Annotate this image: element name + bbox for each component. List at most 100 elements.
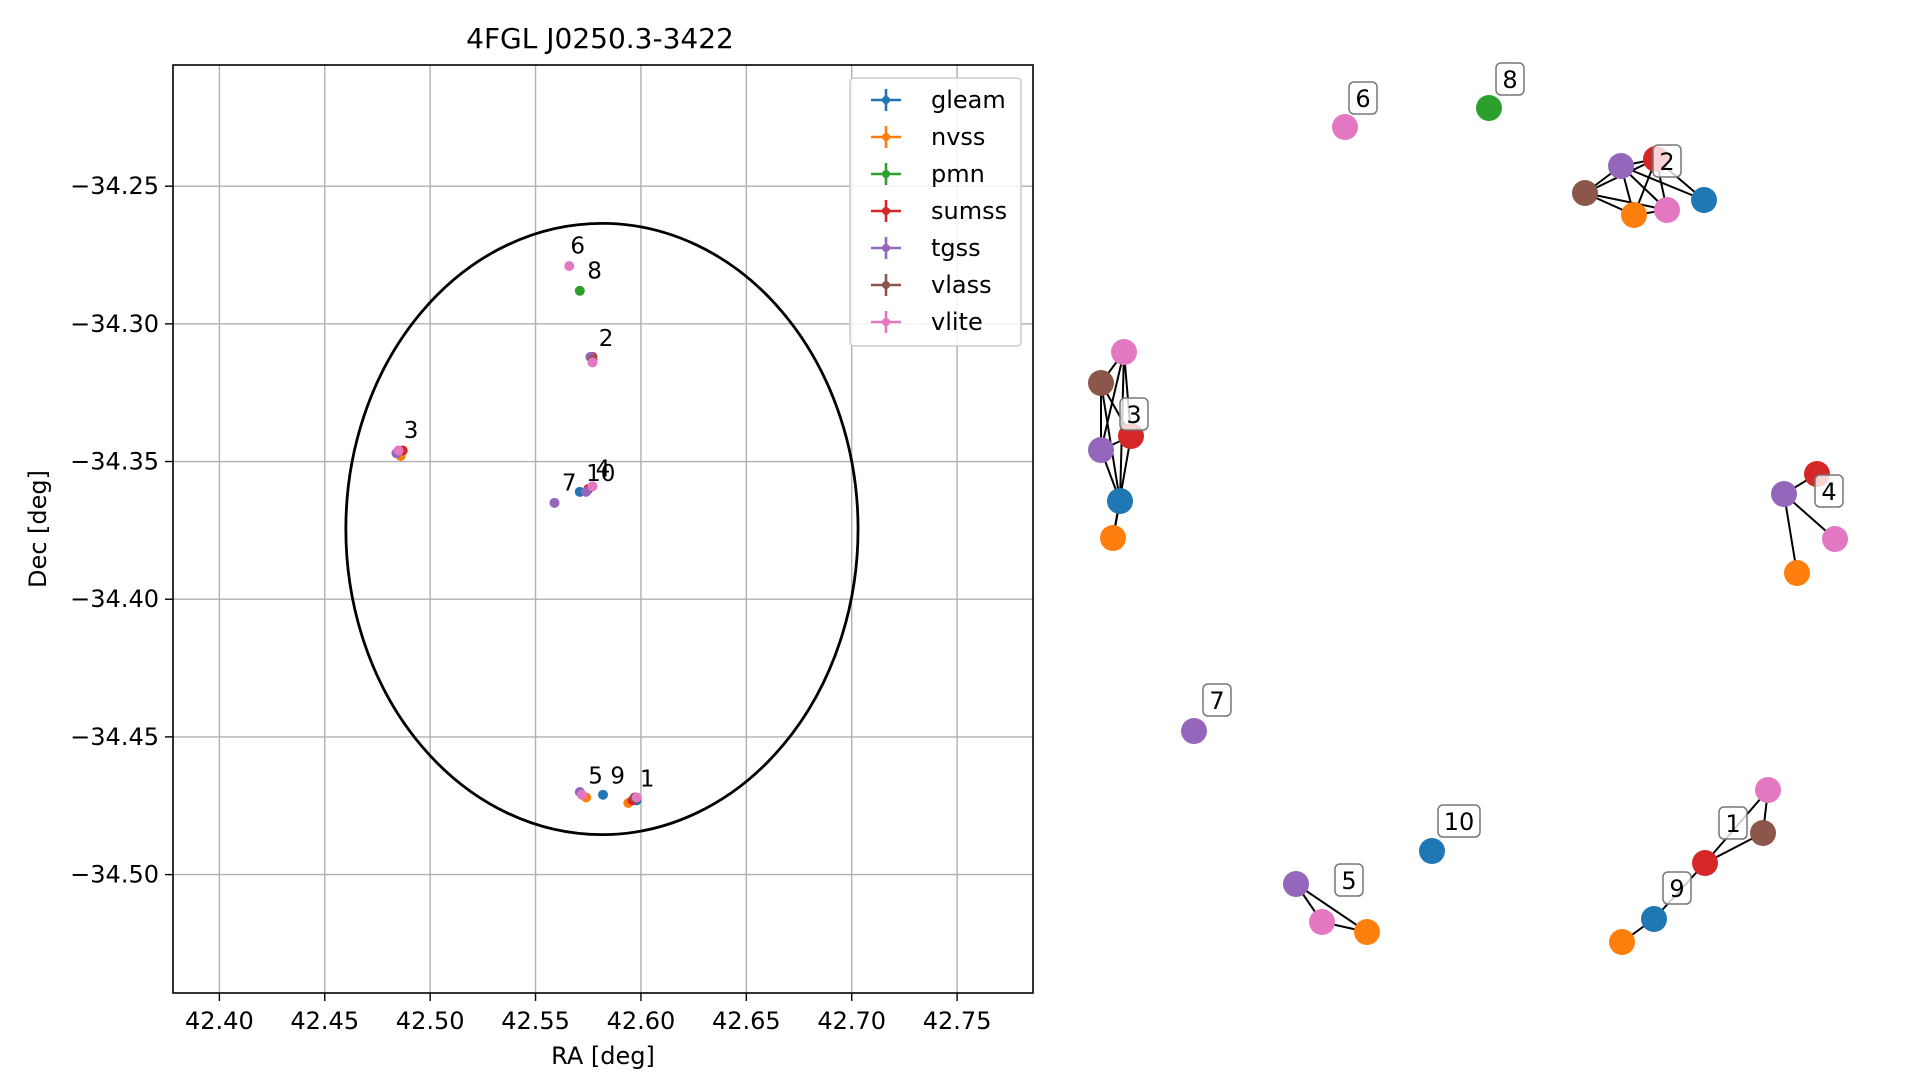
x-tick-label: 42.65 — [712, 1007, 781, 1035]
legend-label-tgss: tgss — [931, 234, 981, 262]
graph-label-text: 3 — [1126, 401, 1141, 429]
y-tick-label: −34.35 — [70, 448, 159, 476]
graph-node — [1692, 850, 1718, 876]
graph-label-box — [1437, 804, 1481, 838]
graph-label-text: 9 — [1669, 875, 1684, 903]
x-tick-label: 42.70 — [817, 1007, 886, 1035]
legend-marker-dot — [882, 96, 890, 104]
legend-marker-dot — [882, 318, 890, 326]
graph-cluster-labels: 6 8 2 3 4 7 10 5 1 9 — [1119, 62, 1844, 905]
scatter-points — [391, 261, 642, 808]
graph-node — [1332, 114, 1358, 140]
uncertainty-ellipse-path — [344, 221, 860, 837]
graph-edge — [1584, 192, 1668, 211]
graph-edge — [1100, 351, 1125, 451]
graph-label-box — [1718, 806, 1748, 840]
graph-label-box — [1348, 81, 1378, 115]
graph-label-box — [1119, 397, 1149, 431]
graph-node — [1750, 820, 1776, 846]
scatter-point-vlite — [631, 792, 642, 803]
y-tick-label: −34.50 — [70, 861, 159, 889]
x-tick-label: 42.45 — [290, 1007, 359, 1035]
legend-label-gleam: gleam — [931, 86, 1006, 114]
x-tick-label: 42.50 — [396, 1007, 465, 1035]
x-tick-label: 42.40 — [185, 1007, 254, 1035]
point-annotation: 8 — [587, 258, 602, 284]
graph-label-box — [1662, 871, 1692, 905]
graph-node — [1609, 929, 1635, 955]
graph-node — [1654, 197, 1680, 223]
grid-lines — [173, 65, 1033, 993]
point-annotation: 3 — [404, 418, 419, 444]
graph-label-text: 4 — [1821, 478, 1836, 506]
graph-node — [1572, 180, 1598, 206]
legend-marker-dot — [882, 207, 890, 215]
y-axis-ticks: −34.25 −34.30 −34.35 −34.40 −34.45 −34.50 — [70, 172, 173, 889]
graph-node — [1691, 187, 1717, 213]
legend-marker-dot — [882, 133, 890, 141]
graph-node — [1309, 909, 1335, 935]
point-annotation: 5 — [588, 764, 603, 790]
graph-label-box — [1334, 863, 1364, 897]
y-tick-label: −34.30 — [70, 310, 159, 338]
graph-node — [1107, 488, 1133, 514]
x-axis-ticks: 42.40 42.45 42.50 42.55 42.60 42.65 42.70 42.75 — [185, 993, 991, 1035]
graph-label-text: 6 — [1355, 85, 1370, 113]
scatter-point-vlite — [576, 789, 587, 800]
scatter-point-tgss — [549, 497, 560, 508]
graph-label-box — [1814, 474, 1844, 508]
legend-label-sumss: sumss — [931, 197, 1007, 225]
point-annotation: 2 — [599, 326, 614, 352]
scatter-point-gleam — [598, 789, 608, 800]
graph-node — [1181, 718, 1207, 744]
uncertainty-ellipse — [344, 221, 860, 837]
legend-marker-dot — [882, 244, 890, 252]
graph-label-text: 10 — [1444, 808, 1475, 836]
legend-marker-dot — [882, 170, 890, 178]
legend-marker-dot — [882, 281, 890, 289]
scatter-point-vlite — [564, 261, 575, 272]
graph-node — [1111, 339, 1137, 365]
y-axis-label: Dec [deg] — [24, 470, 52, 588]
legend-label-nvss: nvss — [931, 123, 985, 151]
point-annotation: 6 — [570, 234, 585, 260]
legend: gleam nvss pmn sumss tgss vlass vlite — [849, 77, 1022, 347]
scatter-point-vlite — [393, 445, 404, 456]
x-axis-label: RA [deg] — [551, 1042, 655, 1070]
point-annotation: 9 — [610, 764, 625, 790]
legend-label-vlass: vlass — [931, 271, 992, 299]
graph-node — [1088, 437, 1114, 463]
point-annotations: 68 2 3 7 104 5 9 1 — [404, 234, 655, 793]
legend-entries: gleam nvss pmn sumss tgss vlass vlite — [871, 86, 1007, 336]
point-annotation: 10 — [586, 461, 615, 487]
legend-label-pmn: pmn — [931, 160, 985, 188]
scatter-point-vlite — [587, 357, 598, 368]
graph-edge — [1295, 883, 1368, 933]
x-tick-label: 42.60 — [607, 1007, 676, 1035]
graph-label-box — [1495, 62, 1525, 96]
graph-node — [1641, 906, 1667, 932]
graph-label-box — [1202, 683, 1232, 717]
y-tick-label: −34.40 — [70, 585, 159, 613]
graph-node — [1354, 919, 1380, 945]
x-tick-label: 42.75 — [923, 1007, 992, 1035]
point-annotation: 4 — [596, 457, 611, 483]
graph-label-text: 7 — [1209, 687, 1224, 715]
graph-node — [1771, 481, 1797, 507]
graph-node — [1100, 525, 1126, 551]
graph-label-text: 1 — [1725, 810, 1740, 838]
graph-node — [1476, 95, 1502, 121]
graph-node — [1088, 370, 1114, 396]
point-annotation: 1 — [640, 766, 655, 792]
x-tick-label: 42.55 — [501, 1007, 570, 1035]
chart-title: 4FGL J0250.3-3422 — [466, 22, 734, 55]
legend-label-vlite: vlite — [931, 308, 983, 336]
match-graph-panel: 6 8 2 3 4 7 10 5 1 9 — [1088, 62, 1848, 955]
graph-node — [1755, 777, 1781, 803]
y-tick-label: −34.45 — [70, 723, 159, 751]
graph-node — [1784, 560, 1810, 586]
graph-node — [1621, 202, 1647, 228]
graph-node — [1822, 526, 1848, 552]
legend-frame — [849, 77, 1022, 347]
